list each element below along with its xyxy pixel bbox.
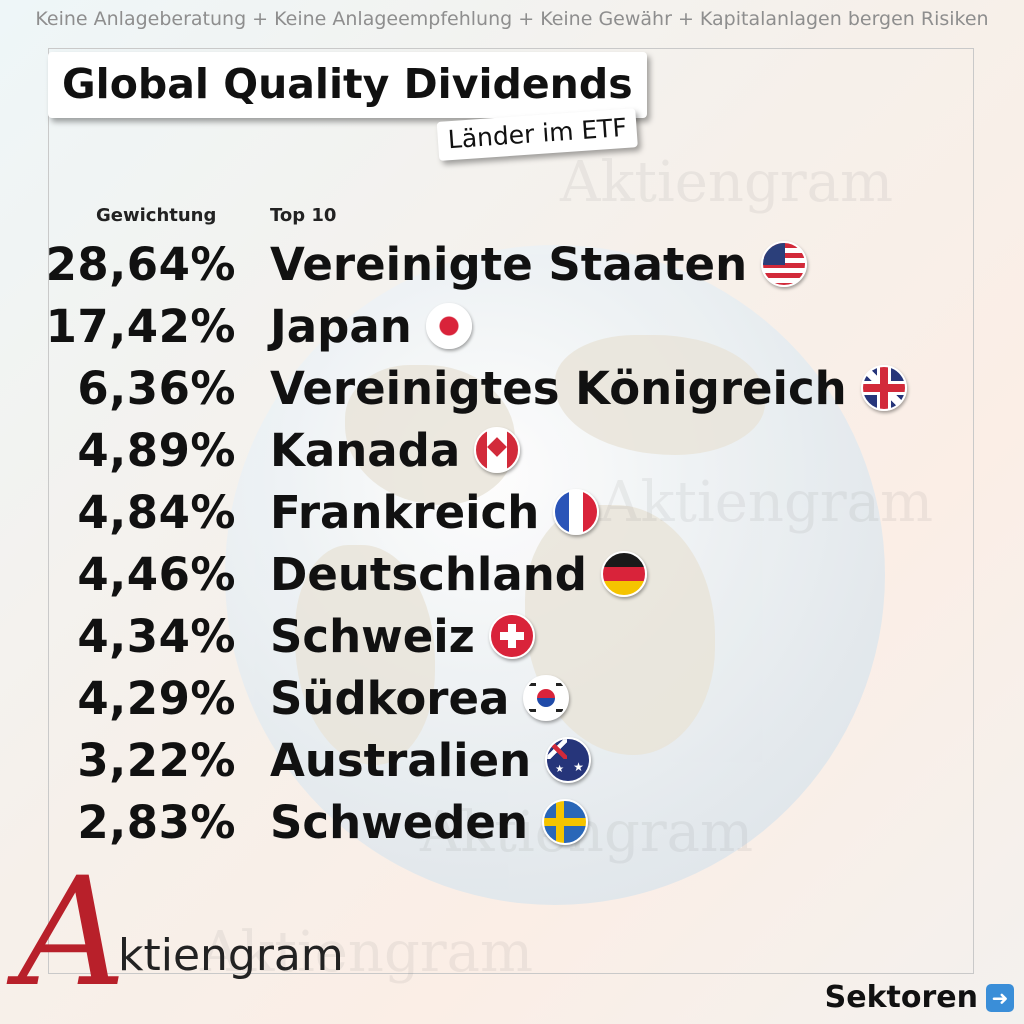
list-item: 4,34% Schweiz — [40, 605, 907, 667]
list-item: 2,83% Schweden — [40, 791, 907, 853]
column-header-top: Top 10 — [270, 205, 337, 226]
brand-logo-mark: A — [18, 846, 127, 1020]
country-name: Schweden — [270, 795, 528, 849]
weight-value: 4,29% — [77, 671, 236, 725]
fr-flag-icon — [553, 489, 600, 535]
globe-background — [225, 245, 885, 905]
next-page-label[interactable]: Sektoren — [824, 980, 978, 1015]
weight-value: 4,46% — [77, 547, 236, 601]
list-item: 4,89% Kanada — [40, 419, 907, 481]
globe-landmass — [555, 335, 765, 455]
next-page-link[interactable]: Sektoren ➜ — [825, 980, 1014, 1015]
gb-flag-icon — [860, 365, 907, 411]
country-name: Kanada — [270, 423, 461, 477]
content-frame — [48, 48, 974, 974]
weight-value: 28,64% — [45, 237, 236, 291]
country-name: Vereinigtes Königreich — [270, 361, 847, 415]
column-header-weight: Gewichtung — [96, 205, 217, 226]
weight-value: 17,42% — [45, 299, 236, 353]
list-item: 4,29% Südkorea — [40, 667, 907, 729]
list-item: 4,46% Deutschland — [40, 543, 907, 605]
arrow-right-icon[interactable]: ➜ — [986, 983, 1014, 1012]
se-flag-icon — [541, 799, 588, 845]
au-flag-icon: ★ ★ — [545, 737, 592, 783]
weight-value: 4,84% — [77, 485, 236, 539]
list-item: 3,22% Australien ★ ★ — [40, 729, 907, 791]
weight-value: 4,89% — [77, 423, 236, 477]
ca-flag-icon — [474, 427, 521, 473]
brand-logo-text: ktiengram — [118, 930, 344, 981]
country-name: Südkorea — [270, 671, 510, 725]
country-name: Vereinigte Staaten — [270, 237, 748, 291]
country-name: Schweiz — [270, 609, 475, 663]
us-flag-icon — [761, 241, 808, 287]
list-item: 6,36% Vereinigtes Königreich — [40, 357, 907, 419]
jp-flag-icon — [425, 303, 472, 349]
de-flag-icon — [600, 551, 647, 597]
disclaimer-text: Keine Anlageberatung + Keine Anlageempfe… — [35, 8, 989, 30]
list-item: 4,84% Frankreich — [40, 481, 907, 543]
list-item: 28,64% Vereinigte Staaten — [40, 233, 907, 295]
country-name: Deutschland — [270, 547, 587, 601]
weight-value: 6,36% — [77, 361, 236, 415]
weight-value: 3,22% — [77, 733, 236, 787]
ch-flag-icon — [488, 613, 535, 659]
kr-flag-icon — [523, 675, 570, 721]
globe-landmass — [295, 545, 435, 765]
country-list: 28,64% Vereinigte Staaten 17,42% Japan 6… — [40, 233, 907, 853]
country-name: Australien — [270, 733, 532, 787]
country-name: Japan — [270, 299, 412, 353]
page-title: Global Quality Dividends — [48, 52, 647, 118]
country-name: Frankreich — [270, 485, 540, 539]
weight-value: 4,34% — [77, 609, 236, 663]
list-item: 17,42% Japan — [40, 295, 907, 357]
weight-value: 2,83% — [77, 795, 236, 849]
